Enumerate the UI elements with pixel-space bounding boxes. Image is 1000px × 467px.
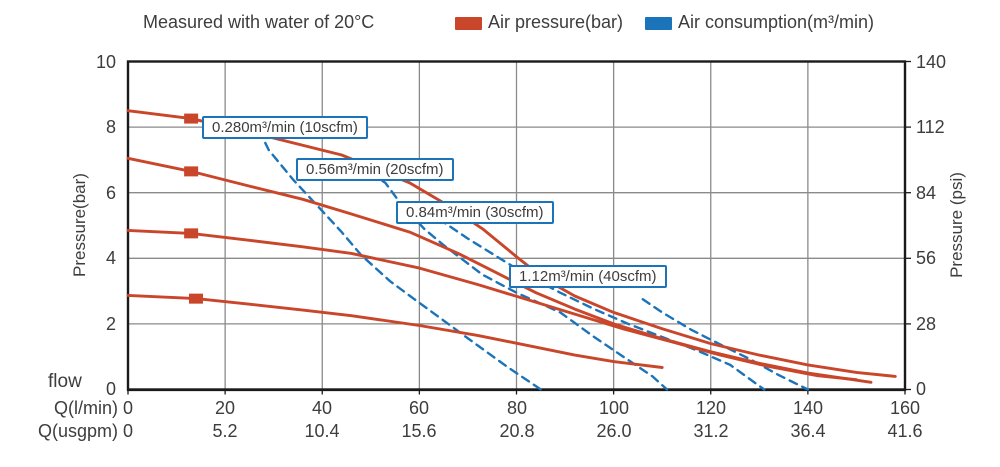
y-axis-tick-bar: 6 (105, 183, 116, 203)
x-axis-tick-usgpm: 0 (122, 421, 133, 441)
x-axis-tick-lmin: 140 (792, 398, 824, 418)
air-pressure-legend-label: Air pressure(bar) (488, 12, 624, 32)
annotation-20scfm: 0.56m³/min (20scfm) (296, 158, 454, 181)
x-axis-tick-lmin: 60 (408, 398, 430, 418)
flow-label: flow (48, 371, 82, 392)
annotation-10scfm: 0.280m³/min (10scfm) (202, 116, 368, 139)
y-axis-tick-psi: 84 (916, 183, 937, 203)
y-axis-tick-psi: 28 (916, 314, 937, 334)
chart-title: Measured with water of 20°C (143, 12, 375, 32)
y-axis-tick-bar: 0 (105, 379, 116, 399)
x-axis-tick-lmin: 100 (598, 398, 630, 418)
y-axis-tick-psi: 112 (916, 117, 945, 137)
x-axis-tick-lmin: 40 (311, 398, 333, 418)
x-axis-row-header-lmin: Q(l/min) (54, 398, 118, 418)
x-axis-tick-lmin: 0 (122, 398, 133, 418)
y-axis-tick-bar: 8 (105, 117, 116, 137)
y-axis-tick-psi: 0 (916, 379, 927, 399)
x-axis-tick-usgpm: 20.8 (499, 421, 535, 441)
x-axis-tick-lmin: 120 (695, 398, 727, 418)
x-axis-tick-lmin: 20 (214, 398, 236, 418)
x-axis-tick-lmin: 160 (889, 398, 921, 418)
y-axis-title-bar: Pressure(bar) (70, 173, 89, 277)
x-axis-tick-lmin: 80 (506, 398, 528, 418)
x-axis-tick-usgpm: 41.6 (887, 421, 923, 441)
x-axis-tick-usgpm: 10.4 (304, 421, 340, 441)
annotation-40scfm: 1.12m³/min (40scfm) (509, 265, 667, 288)
x-axis-tick-usgpm: 5.2 (212, 421, 238, 441)
air-consumption-legend-label: Air consumption(m³/min) (678, 12, 875, 32)
x-axis-tick-usgpm: 31.2 (693, 421, 729, 441)
x-axis-tick-usgpm: 26.0 (596, 421, 632, 441)
y-axis-tick-psi: 140 (916, 52, 947, 72)
annotation-30scfm: 0.84m³/min (30scfm) (396, 201, 554, 224)
y-axis-tick-bar: 4 (105, 248, 116, 268)
air-pressure-legend-swatch-icon (455, 17, 482, 30)
y-axis-tick-bar: 2 (105, 314, 116, 334)
air-consumption-legend-swatch-icon (645, 17, 672, 30)
y-axis-tick-bar: 10 (95, 52, 116, 72)
x-axis-tick-usgpm: 36.4 (790, 421, 826, 441)
x-axis-tick-usgpm: 15.6 (401, 421, 437, 441)
x-axis-row-header-usgpm: Q(usgpm) (37, 421, 118, 441)
y-axis-tick-psi: 56 (916, 248, 937, 268)
y-axis-title-psi: Pressure (psi) (947, 172, 966, 278)
